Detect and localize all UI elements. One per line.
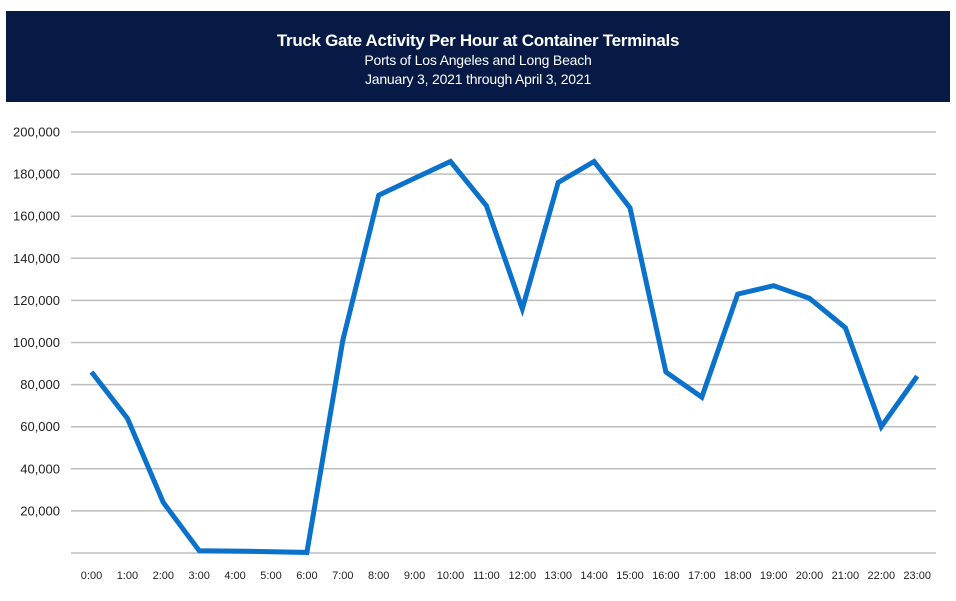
y-tick-label: 20,000 (20, 503, 60, 518)
x-tick-label: 18:00 (724, 570, 752, 582)
x-tick-label: 0:00 (81, 570, 102, 582)
y-tick-label: 60,000 (20, 419, 60, 434)
x-tick-label: 10:00 (437, 570, 465, 582)
x-tick-label: 14:00 (580, 570, 608, 582)
x-tick-label: 19:00 (760, 570, 788, 582)
chart-title: Truck Gate Activity Per Hour at Containe… (276, 31, 680, 50)
x-tick-label: 13:00 (544, 570, 572, 582)
series-group (89, 158, 920, 555)
y-tick-label: 100,000 (13, 335, 60, 350)
x-tick-label: 12:00 (509, 570, 537, 582)
chart-date-range: January 3, 2021 through April 3, 2021 (364, 71, 592, 87)
x-tick-label: 5:00 (260, 570, 281, 582)
y-tick-label: 140,000 (13, 251, 60, 266)
gridlines (71, 131, 936, 554)
y-axis-ticks: 20,000 40,000 60,000 80,000 100,000 120,000 14… (13, 125, 60, 519)
x-tick-label: 7:00 (332, 570, 353, 582)
y-tick-label: 40,000 (20, 461, 60, 476)
x-tick-label: 4:00 (224, 570, 245, 582)
x-axis-ticks: 0:00 1:00 2:00 3:00 4:00 5:00 6:00 7:00 8:00 9:00… (81, 570, 931, 582)
x-tick-label: 23:00 (903, 570, 931, 582)
chart-header: Truck Gate Activity Per Hour at Containe… (6, 11, 950, 102)
x-tick-label: 21:00 (832, 570, 860, 582)
x-tick-label: 11:00 (473, 570, 500, 582)
y-tick-label: 80,000 (20, 377, 60, 392)
y-tick-label: 200,000 (13, 125, 60, 140)
chart-subtitle: Ports of Los Angeles and Long Beach (364, 52, 592, 68)
y-tick-label: 180,000 (13, 167, 60, 182)
x-tick-label: 20:00 (796, 570, 824, 582)
y-tick-label: 160,000 (13, 209, 60, 224)
x-tick-label: 16:00 (652, 570, 680, 582)
x-tick-label: 22:00 (868, 570, 896, 582)
series-line (89, 158, 920, 555)
y-tick-label: 120,000 (13, 293, 60, 308)
x-tick-label: 15:00 (616, 570, 644, 582)
x-tick-label: 3:00 (188, 570, 209, 582)
x-tick-label: 9:00 (404, 570, 425, 582)
x-tick-label: 8:00 (368, 570, 389, 582)
x-tick-label: 2:00 (153, 570, 174, 582)
x-tick-label: 1:00 (117, 570, 138, 582)
x-tick-label: 6:00 (296, 570, 317, 582)
x-tick-label: 17:00 (688, 570, 716, 582)
